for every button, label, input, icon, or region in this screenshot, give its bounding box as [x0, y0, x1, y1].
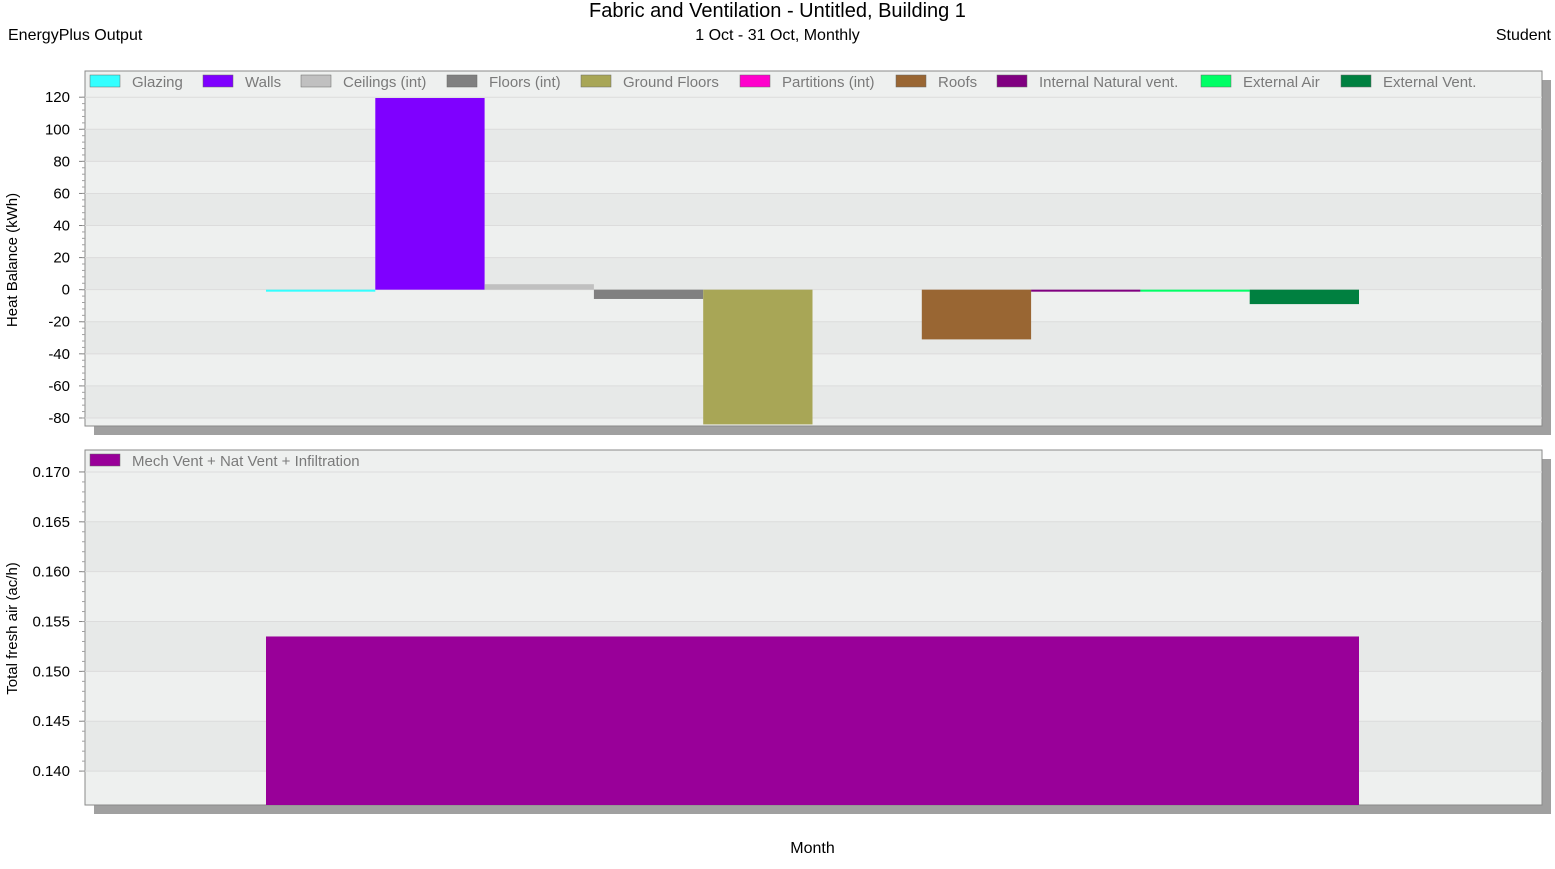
- legend-label: Internal Natural vent.: [1039, 74, 1178, 91]
- bar-internal-natural-vent: [1031, 289, 1141, 292]
- grid-band: [86, 521, 1541, 572]
- grid-band: [86, 321, 1541, 354]
- y-tick-label: 60: [53, 185, 70, 202]
- legend-label: Partitions (int): [782, 74, 875, 91]
- legend-label: Ceilings (int): [343, 74, 426, 91]
- y-tick-label: 0.160: [32, 564, 70, 581]
- grid-band: [86, 257, 1541, 290]
- legend-swatch: [446, 74, 478, 88]
- output-source-label: EnergyPlus Output: [8, 27, 143, 44]
- legend-swatch: [89, 453, 121, 467]
- legend-label: Ground Floors: [623, 74, 719, 91]
- legend-swatch: [202, 74, 234, 88]
- x-axis-label: Month: [790, 840, 835, 857]
- y-tick-label: 0.170: [32, 464, 70, 481]
- plot-area: [84, 70, 1543, 427]
- y-tick-label: -60: [48, 378, 70, 395]
- y-axis-label: Total fresh air (ac/h): [4, 562, 21, 695]
- legend-swatch: [89, 74, 121, 88]
- legend-swatch: [1200, 74, 1232, 88]
- y-axis-label: Heat Balance (kWh): [4, 193, 21, 327]
- legend-swatch: [739, 74, 771, 88]
- y-tick-label: 0.140: [32, 763, 70, 780]
- bar-glazing: [266, 289, 376, 292]
- y-tick-label: 0.145: [32, 713, 70, 730]
- grid-band: [86, 385, 1541, 418]
- legend-label: Roofs: [938, 74, 977, 91]
- legend-label: Walls: [245, 74, 281, 91]
- bar-floors-int: [593, 289, 704, 299]
- bar-roofs: [921, 289, 1032, 340]
- legend-swatch: [580, 74, 612, 88]
- y-tick-label: -40: [48, 346, 70, 363]
- y-tick-label: 0.165: [32, 514, 70, 531]
- y-tick-label: 20: [53, 250, 70, 267]
- bar-external-air: [1140, 289, 1250, 292]
- grid-band: [86, 193, 1541, 226]
- legend-label: External Vent.: [1383, 74, 1476, 91]
- legend-swatch: [1340, 74, 1372, 88]
- grid-band: [86, 129, 1541, 162]
- user-label: Student: [1495, 27, 1551, 44]
- y-tick-label: 0.155: [32, 614, 70, 631]
- y-tick-label: 100: [45, 121, 70, 138]
- y-tick-label: 40: [53, 218, 70, 235]
- bar-ground-floors: [703, 289, 813, 425]
- y-tick-label: -20: [48, 314, 70, 331]
- legend-label: Floors (int): [489, 74, 561, 91]
- chart-period: 1 Oct - 31 Oct, Monthly: [695, 27, 860, 44]
- legend-label: External Air: [1243, 74, 1320, 91]
- y-tick-label: 80: [53, 153, 70, 170]
- bar-ceilings-int: [484, 284, 594, 290]
- legend-swatch: [996, 74, 1028, 88]
- bar-mech-vent-nat-vent-infiltration: [266, 636, 1359, 805]
- y-tick-label: 0.150: [32, 663, 70, 680]
- y-tick-label: 0: [62, 282, 70, 299]
- bar-walls: [375, 98, 485, 290]
- legend-swatch: [895, 74, 927, 88]
- bar-external-vent: [1249, 289, 1359, 305]
- y-tick-label: 120: [45, 89, 70, 106]
- y-tick-label: -80: [48, 410, 70, 427]
- legend-swatch: [300, 74, 332, 88]
- legend-label: Glazing: [132, 74, 183, 91]
- chart-title: Fabric and Ventilation - Untitled, Build…: [589, 0, 966, 22]
- legend-label: Mech Vent + Nat Vent + Infiltration: [132, 453, 360, 470]
